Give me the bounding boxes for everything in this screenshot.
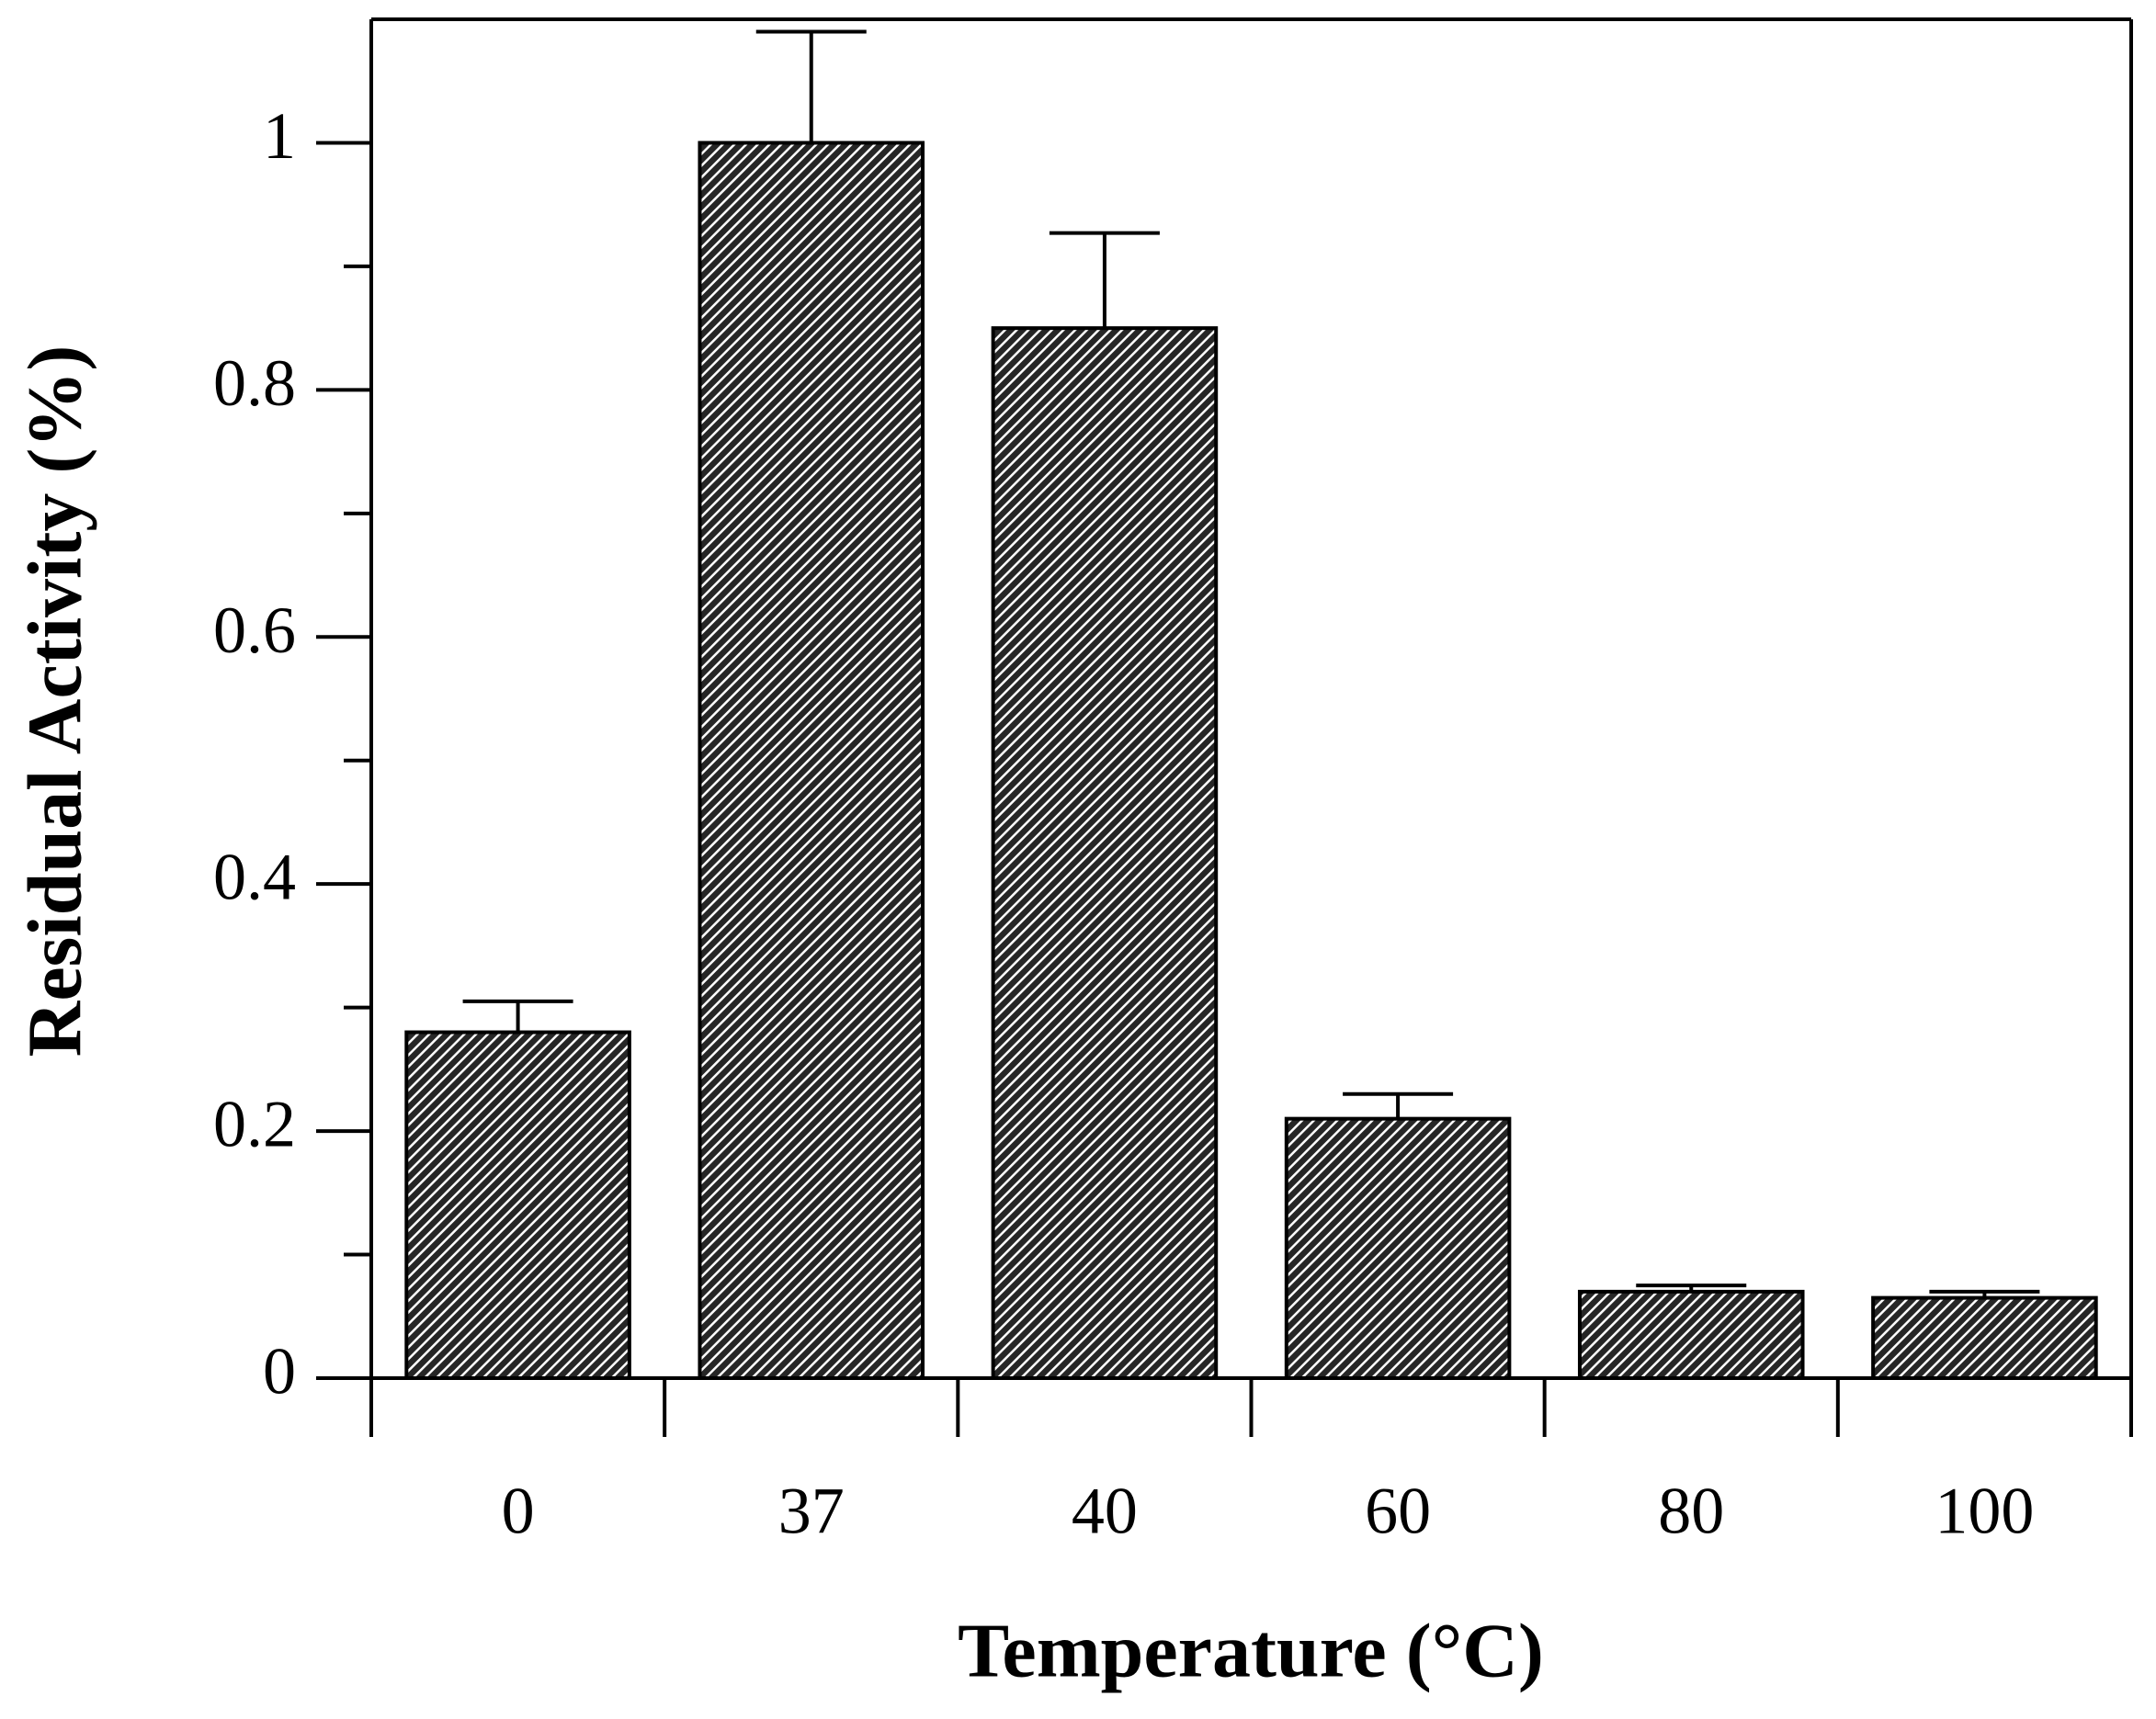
x-tick-label: 40 — [1072, 1475, 1138, 1548]
x-tick-label: 0 — [502, 1475, 535, 1548]
y-tick-label: 0.4 — [213, 841, 296, 914]
y-tick-label: 1 — [263, 99, 296, 173]
y-tick-label: 0.2 — [213, 1088, 296, 1161]
y-axis-title: Residual Activity (%) — [12, 345, 97, 1057]
bar — [1871, 1295, 2098, 1380]
y-tick-label: 0.6 — [213, 594, 296, 667]
bar — [404, 1030, 631, 1380]
x-tick-label: 100 — [1935, 1475, 2034, 1548]
x-tick-label: 37 — [778, 1475, 845, 1548]
y-tick-label: 0 — [263, 1335, 296, 1408]
y-tick-label: 0.8 — [213, 346, 296, 420]
bar — [698, 141, 925, 1380]
x-axis-title: Temperature (°C) — [958, 1608, 1544, 1693]
x-tick-label: 60 — [1365, 1475, 1431, 1548]
bar — [1577, 1289, 1805, 1381]
x-tick-label: 80 — [1658, 1475, 1724, 1548]
bar — [991, 326, 1219, 1380]
bar — [1284, 1116, 1512, 1381]
